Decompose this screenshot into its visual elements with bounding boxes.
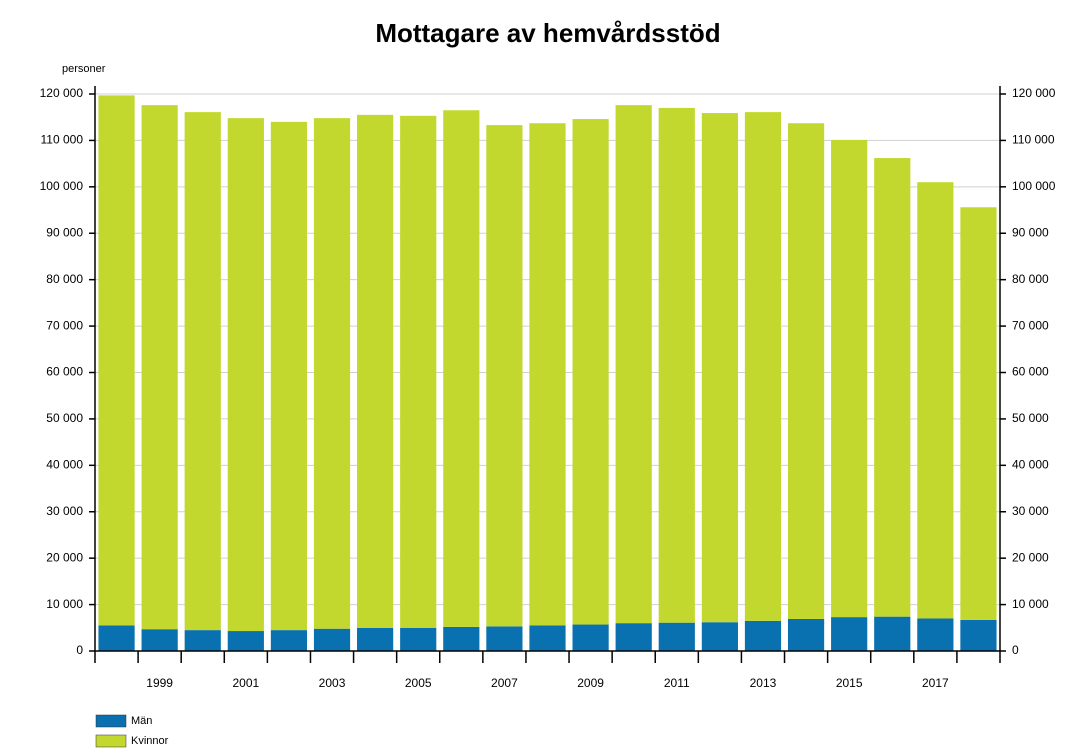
bar	[960, 619, 997, 651]
y-tick-label: 80 000	[46, 272, 83, 286]
y2-tick-label: 60 000	[1012, 365, 1049, 379]
y2-tick-label: 90 000	[1012, 225, 1049, 239]
bar	[787, 123, 825, 619]
bar	[744, 620, 782, 651]
bar	[227, 631, 264, 651]
bar	[141, 629, 178, 651]
y-axis-label: personer	[62, 63, 106, 75]
x-tick-label: 2003	[319, 676, 346, 690]
bar	[917, 182, 954, 619]
bar	[658, 107, 695, 623]
y-tick-label: 100 000	[40, 179, 84, 193]
bar	[357, 114, 394, 628]
y2-tick-label: 30 000	[1012, 504, 1049, 518]
x-tick-label: 2007	[491, 676, 518, 690]
bar	[917, 618, 954, 651]
y-tick-label: 70 000	[46, 318, 83, 332]
bar	[831, 617, 868, 651]
y-tick-label: 20 000	[46, 550, 83, 564]
bar	[357, 627, 394, 651]
x-tick-label: 2011	[664, 676, 690, 690]
y2-tick-label: 10 000	[1012, 597, 1049, 611]
legend-swatch	[95, 714, 127, 728]
y2-tick-label: 70 000	[1012, 318, 1049, 332]
bar	[615, 623, 652, 651]
bar	[486, 125, 523, 627]
x-tick-label: 2009	[577, 676, 604, 690]
bar	[313, 118, 351, 629]
chart-title: Mottagare av hemvårdsstöd	[375, 18, 720, 48]
legend-label: Kvinnor	[131, 735, 169, 747]
y-tick-label: 0	[76, 643, 83, 657]
x-tick-label: 2015	[836, 676, 863, 690]
bar	[787, 618, 825, 651]
y-tick-label: 40 000	[46, 458, 83, 472]
legend-label: Män	[131, 715, 152, 727]
bar	[270, 121, 308, 631]
y-tick-label: 110 000	[41, 133, 84, 147]
bar	[443, 110, 480, 627]
bar	[184, 630, 221, 651]
x-tick-label: 2013	[750, 676, 777, 690]
bar	[744, 112, 782, 621]
bar	[615, 105, 652, 624]
y2-tick-label: 20 000	[1012, 550, 1049, 564]
y2-tick-label: 110 000	[1012, 133, 1055, 147]
bar	[184, 112, 221, 631]
bar	[98, 95, 135, 626]
bar	[486, 626, 523, 651]
bar	[831, 139, 868, 618]
bar	[313, 628, 351, 651]
y-tick-label: 120 000	[40, 86, 84, 100]
bar	[701, 113, 738, 623]
bar	[572, 119, 609, 625]
bar	[529, 123, 566, 626]
y2-tick-label: 40 000	[1012, 458, 1049, 472]
bar	[701, 622, 738, 651]
bar	[270, 630, 308, 651]
y-tick-label: 50 000	[46, 411, 83, 425]
legend-swatch	[95, 734, 127, 748]
y-tick-label: 30 000	[46, 504, 83, 518]
x-tick-label: 2017	[922, 676, 949, 690]
y2-tick-label: 0	[1012, 643, 1019, 657]
y-tick-label: 90 000	[46, 225, 83, 239]
x-tick-label: 1999	[146, 676, 173, 690]
bar	[572, 624, 609, 651]
bar	[874, 158, 911, 617]
bar	[529, 625, 566, 651]
bar	[98, 625, 135, 651]
bar	[227, 118, 264, 632]
y2-tick-label: 50 000	[1012, 411, 1049, 425]
y2-tick-label: 80 000	[1012, 272, 1049, 286]
y-tick-label: 60 000	[46, 365, 83, 379]
bar	[960, 207, 997, 620]
bar	[874, 616, 911, 651]
bar	[141, 105, 178, 630]
bar	[658, 622, 695, 651]
bar	[400, 627, 437, 651]
y-tick-label: 10 000	[46, 597, 83, 611]
bar	[400, 115, 437, 628]
x-tick-label: 2001	[232, 676, 259, 690]
bar	[443, 626, 480, 651]
y2-tick-label: 100 000	[1012, 179, 1056, 193]
x-tick-label: 2005	[405, 676, 432, 690]
y2-tick-label: 120 000	[1012, 86, 1056, 100]
